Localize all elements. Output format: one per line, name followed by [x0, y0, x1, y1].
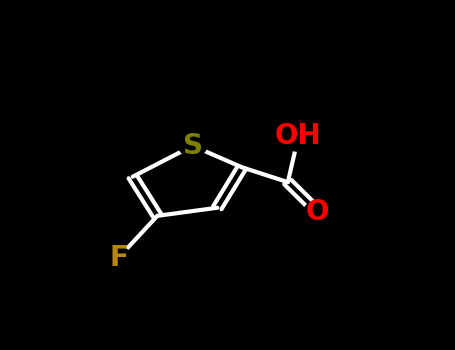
Circle shape — [279, 121, 318, 151]
Text: F: F — [109, 244, 128, 272]
Text: S: S — [182, 132, 202, 160]
Circle shape — [304, 201, 332, 223]
Text: O: O — [306, 198, 329, 226]
Text: OH: OH — [275, 122, 322, 150]
Circle shape — [105, 247, 132, 268]
Circle shape — [178, 135, 207, 156]
